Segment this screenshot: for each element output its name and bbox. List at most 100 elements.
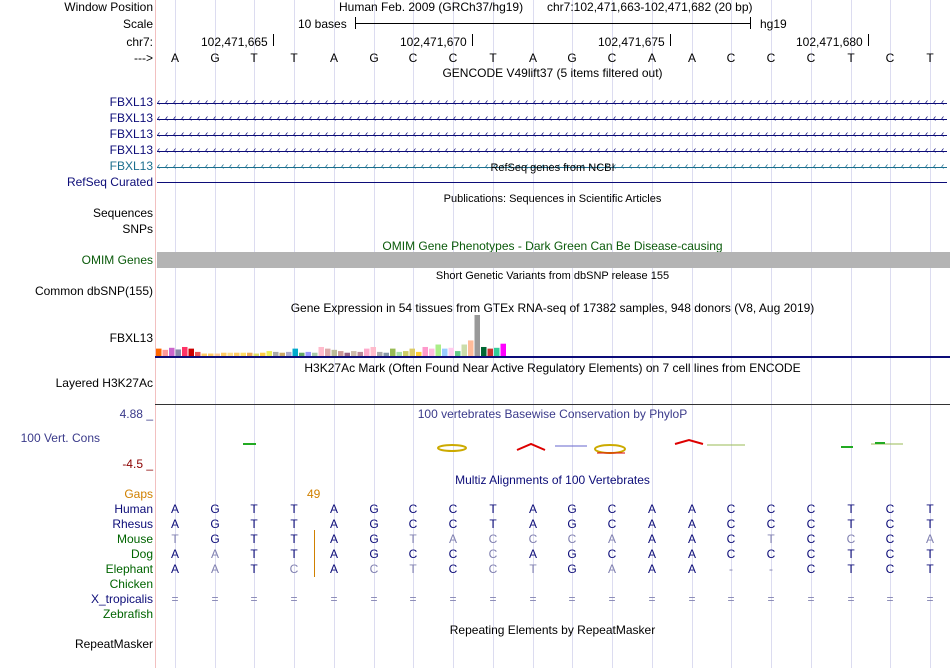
gtex-tissue-bar[interactable]: [338, 351, 344, 356]
gencode-track-title[interactable]: GENCODE V49lift37 (5 items filtered out): [442, 66, 663, 80]
species-label-x_tropicalis[interactable]: X_tropicalis: [90, 592, 153, 606]
publications-snps-label[interactable]: SNPs: [122, 222, 153, 236]
dbsnp-track-label[interactable]: Common dbSNP(155): [34, 284, 153, 298]
gtex-tissue-bar[interactable]: [201, 353, 208, 356]
gtex-tissue-bar[interactable]: [351, 351, 357, 356]
gtex-tissue-bar[interactable]: [305, 351, 312, 356]
gtex-tissue-bar[interactable]: [383, 352, 390, 356]
gtex-tissue-bar[interactable]: [312, 352, 318, 356]
gtex-tissue-bar[interactable]: [175, 349, 182, 356]
gencode-gene-label[interactable]: FBXL13: [109, 127, 153, 141]
gtex-tissue-bar[interactable]: [474, 315, 481, 356]
refseq-gene-line[interactable]: [157, 182, 947, 183]
gencode-gene-line[interactable]: ‹ ‹ ‹ ‹ ‹ ‹ ‹ ‹ ‹ ‹ ‹ ‹ ‹ ‹ ‹ ‹ ‹ ‹ ‹ ‹ ‹ ‹ ‹ ‹ ‹ ‹ ‹ ‹ ‹ ‹ ‹ ‹ ‹ ‹ ‹ ‹ ‹ ‹ ‹ ‹…: [157, 161, 947, 172]
gtex-tissue-bar[interactable]: [266, 351, 273, 356]
gtex-tissue-bar[interactable]: [286, 351, 292, 356]
gtex-tissue-bar[interactable]: [435, 344, 442, 356]
gtex-tissue-bar[interactable]: [481, 346, 487, 356]
gtex-tissue-bar[interactable]: [156, 348, 162, 356]
species-label-chicken[interactable]: Chicken: [109, 577, 153, 591]
dbsnp-track-title[interactable]: Short Genetic Variants from dbSNP releas…: [435, 270, 670, 282]
gencode-gene-label[interactable]: FBXL13: [109, 111, 153, 125]
phylop-track-label[interactable]: 100 Vert. Cons: [20, 431, 100, 445]
gtex-tissue-bar[interactable]: [208, 353, 214, 356]
gtex-tissue-bar[interactable]: [331, 349, 338, 356]
gtex-tissue-bar[interactable]: [188, 348, 195, 356]
gtex-tissue-bar[interactable]: [409, 348, 416, 356]
repeatmasker-track-label[interactable]: RepeatMasker: [74, 637, 153, 651]
gtex-tissue-bar[interactable]: [370, 346, 377, 356]
gtex-tissue-bar[interactable]: [214, 353, 221, 356]
gtex-tissue-bar[interactable]: [182, 346, 188, 356]
repeatmasker-track-title[interactable]: Repeating Elements by RepeatMasker: [449, 623, 656, 637]
species-label-human[interactable]: Human: [114, 502, 153, 516]
gtex-tissue-bar[interactable]: [468, 340, 474, 356]
gtex-tissue-bar[interactable]: [292, 348, 299, 356]
gtex-tissue-bar[interactable]: [442, 348, 448, 356]
refseq-track-label[interactable]: RefSeq Curated: [66, 175, 153, 189]
gtex-tissue-bar[interactable]: [403, 351, 409, 356]
strand-chevron-icon: ‹: [317, 97, 321, 108]
gtex-tissue-bar[interactable]: [260, 352, 266, 356]
gtex-tissue-bar[interactable]: [273, 351, 279, 356]
phylop-track-title[interactable]: 100 vertebrates Basewise Conservation by…: [417, 407, 688, 421]
gtex-tissue-bar[interactable]: [487, 348, 494, 356]
gtex-tissue-bar[interactable]: [325, 348, 331, 356]
species-label-mouse[interactable]: Mouse: [116, 532, 153, 546]
gtex-gene-label[interactable]: FBXL13: [109, 331, 153, 345]
gtex-tissue-bar[interactable]: [195, 351, 201, 356]
strand-chevron-icon: ‹: [821, 161, 825, 172]
gtex-tissue-bar[interactable]: [221, 352, 227, 356]
gtex-tissue-bar[interactable]: [234, 352, 240, 356]
species-label-dog[interactable]: Dog: [130, 547, 153, 561]
gtex-tissue-bar[interactable]: [169, 347, 175, 356]
gtex-tissue-bar[interactable]: [429, 348, 435, 356]
gencode-gene-line[interactable]: ‹ ‹ ‹ ‹ ‹ ‹ ‹ ‹ ‹ ‹ ‹ ‹ ‹ ‹ ‹ ‹ ‹ ‹ ‹ ‹ ‹ ‹ ‹ ‹ ‹ ‹ ‹ ‹ ‹ ‹ ‹ ‹ ‹ ‹ ‹ ‹ ‹ ‹ ‹ ‹…: [157, 97, 947, 108]
gtex-tissue-bar[interactable]: [227, 352, 234, 356]
gtex-tissue-bar[interactable]: [422, 346, 429, 356]
publications-sequences-label[interactable]: Sequences: [92, 206, 153, 220]
gtex-tissue-bar[interactable]: [416, 351, 422, 356]
gtex-tissue-bar[interactable]: [390, 348, 396, 356]
omim-track-title[interactable]: OMIM Gene Phenotypes - Dark Green Can Be…: [382, 239, 723, 253]
species-label-elephant[interactable]: Elephant: [105, 562, 153, 576]
alignment-base: C: [726, 532, 736, 546]
gtex-tissue-bar[interactable]: [500, 343, 507, 356]
gtex-tissue-bar[interactable]: [494, 347, 500, 356]
gtex-tissue-bar[interactable]: [162, 349, 169, 356]
gtex-tissue-bar[interactable]: [448, 347, 455, 356]
gtex-tissue-bar[interactable]: [279, 352, 286, 356]
refseq-track-title[interactable]: RefSeq genes from NCBI: [490, 162, 615, 174]
gtex-tissue-bar[interactable]: [357, 351, 364, 356]
gtex-tissue-bar[interactable]: [247, 352, 253, 356]
gtex-tissue-bar[interactable]: [253, 353, 260, 356]
gencode-gene-label[interactable]: FBXL13: [109, 143, 153, 157]
phylop-conservation-graph[interactable]: [155, 432, 950, 456]
publications-track-title[interactable]: Publications: Sequences in Scientific Ar…: [443, 193, 662, 205]
gtex-tissue-bar[interactable]: [344, 352, 351, 356]
multiz-track-title[interactable]: Multiz Alignments of 100 Vertebrates: [455, 473, 650, 487]
species-label-zebrafish[interactable]: Zebrafish: [102, 607, 153, 621]
region-coordinates[interactable]: chr7:102,471,663-102,471,682 (20 bp): [547, 0, 753, 14]
gtex-tissue-bar[interactable]: [461, 344, 468, 356]
gencode-gene-label[interactable]: FBXL13: [109, 159, 153, 173]
omim-phenotype-bar[interactable]: [157, 252, 950, 268]
omim-track-label[interactable]: OMIM Genes: [81, 253, 153, 267]
gtex-tissue-bar[interactable]: [299, 352, 305, 356]
strand-chevron-icon: ‹: [549, 129, 553, 140]
gencode-gene-line[interactable]: ‹ ‹ ‹ ‹ ‹ ‹ ‹ ‹ ‹ ‹ ‹ ‹ ‹ ‹ ‹ ‹ ‹ ‹ ‹ ‹ ‹ ‹ ‹ ‹ ‹ ‹ ‹ ‹ ‹ ‹ ‹ ‹ ‹ ‹ ‹ ‹ ‹ ‹ ‹ ‹…: [157, 113, 947, 124]
gtex-tissue-bar[interactable]: [240, 352, 247, 356]
gtex-track-title[interactable]: Gene Expression in 54 tissues from GTEx …: [290, 301, 815, 315]
gtex-tissue-bar[interactable]: [396, 351, 403, 356]
gtex-tissue-bar[interactable]: [455, 351, 461, 356]
gencode-gene-label[interactable]: FBXL13: [109, 95, 153, 109]
h3k27ac-track-title[interactable]: H3K27Ac Mark (Often Found Near Active Re…: [304, 361, 801, 375]
gtex-tissue-bar[interactable]: [377, 351, 383, 356]
gtex-tissue-bar[interactable]: [318, 346, 325, 356]
gtex-bar-chart[interactable]: [155, 315, 950, 358]
gencode-gene-line[interactable]: ‹ ‹ ‹ ‹ ‹ ‹ ‹ ‹ ‹ ‹ ‹ ‹ ‹ ‹ ‹ ‹ ‹ ‹ ‹ ‹ ‹ ‹ ‹ ‹ ‹ ‹ ‹ ‹ ‹ ‹ ‹ ‹ ‹ ‹ ‹ ‹ ‹ ‹ ‹ ‹…: [157, 129, 947, 140]
h3k27ac-track-label[interactable]: Layered H3K27Ac: [55, 376, 153, 390]
gencode-gene-line[interactable]: ‹ ‹ ‹ ‹ ‹ ‹ ‹ ‹ ‹ ‹ ‹ ‹ ‹ ‹ ‹ ‹ ‹ ‹ ‹ ‹ ‹ ‹ ‹ ‹ ‹ ‹ ‹ ‹ ‹ ‹ ‹ ‹ ‹ ‹ ‹ ‹ ‹ ‹ ‹ ‹…: [157, 145, 947, 156]
gtex-tissue-bar[interactable]: [364, 348, 370, 356]
species-label-rhesus[interactable]: Rhesus: [112, 517, 153, 531]
